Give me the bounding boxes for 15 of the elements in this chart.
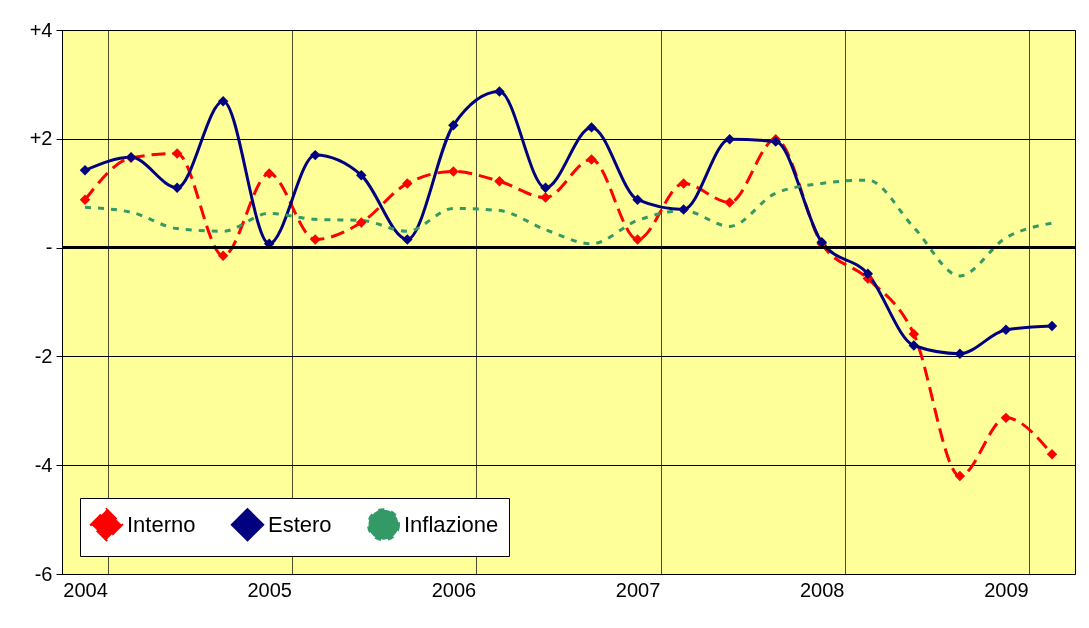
x-tick-label: 2005 [247, 578, 292, 601]
legend-label: Estero [268, 511, 332, 537]
legend-label: Inflazione [404, 511, 499, 537]
y-tick-label: +4 [29, 18, 53, 41]
x-tick-label: 2004 [63, 578, 108, 601]
x-tick-label: 2009 [984, 578, 1029, 601]
y-tick-label: -6 [34, 562, 53, 585]
y-tick-label: -2 [34, 344, 53, 367]
x-tick-label: 2008 [800, 578, 845, 601]
legend-label: Interno [127, 511, 196, 537]
y-tick-label: +2 [29, 127, 53, 150]
y-tick-label: - [45, 236, 53, 259]
x-tick-label: 2007 [615, 578, 661, 601]
y-tick-label: -4 [34, 453, 53, 476]
x-tick-label: 2006 [431, 578, 477, 601]
